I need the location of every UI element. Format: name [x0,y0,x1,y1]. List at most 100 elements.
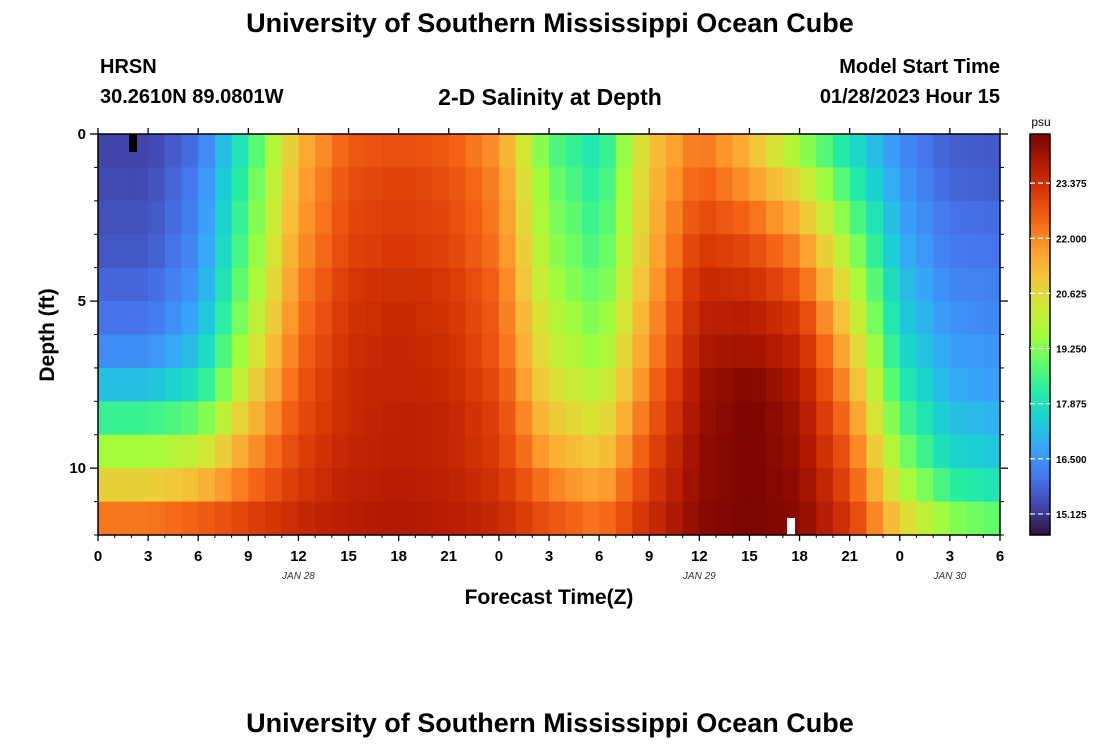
heatmap-cell [983,267,1000,302]
heatmap-cell [482,401,500,436]
heatmap-cell [281,134,300,169]
heatmap-cell [348,367,366,402]
x-axis: 0 3 6 9 12 15 18 21 0 3 6 9 12 15 18 21 0 3 6 [94,128,1004,565]
heatmap-cell [298,334,316,369]
heatmap-cell [849,434,867,469]
heatmap-cell [766,501,784,535]
date-label: JAN 29 [682,571,716,582]
heatmap-cell [148,134,166,169]
x-tick-label: 18 [390,548,407,565]
heatmap-cell [365,367,383,402]
heatmap-cell [582,200,600,235]
model-start-value: 01/28/2023 Hour 15 [819,86,1000,108]
colorbar-tick-label: 20.625 [1056,289,1087,300]
heatmap-cell [766,267,784,302]
heatmap-cell [699,167,717,202]
heatmap-cell [248,501,266,535]
heatmap-cell [883,134,901,169]
heatmap-cell [665,301,684,336]
heatmap-cell [381,301,400,336]
heatmap-cell [949,134,968,169]
heatmap-cell [716,367,734,402]
heatmap-cell [766,134,784,169]
heatmap-cell [933,267,951,302]
heatmap-cell [766,434,784,469]
heatmap-cell [582,468,600,503]
heatmap-cell [432,200,450,235]
heatmap-cell [465,434,483,469]
heatmap-cell [899,468,918,503]
heatmap-cell [398,234,416,269]
heatmap-cell [348,501,366,535]
heatmap-cell [448,334,467,369]
heatmap-cell [231,334,249,369]
heatmap-cell [131,367,149,402]
heatmap-cell [749,267,767,302]
heatmap-cell [599,468,617,503]
heatmap-cell [933,334,951,369]
heatmap-cell [348,401,366,436]
heatmap-cell [415,234,433,269]
heatmap-cell [398,301,416,336]
heatmap-cell [983,200,1000,235]
heatmap-cell [214,501,233,535]
heatmap-cell [816,367,834,402]
heatmap-cell [782,334,801,369]
heatmap-cell [465,301,483,336]
heatmap-cell [398,468,416,503]
heatmap-cell [432,134,450,169]
heatmap-cell [281,401,300,436]
heatmap-cell [398,401,416,436]
heatmap-cell [198,267,216,302]
heatmap-cell [582,267,600,302]
heatmap-cell [549,200,567,235]
heatmap-cell [298,434,316,469]
heatmap-cell [381,267,400,302]
heatmap-cell [582,367,600,402]
heatmap-cell [649,367,667,402]
heatmap-cell [799,468,817,503]
heatmap-cell [665,401,684,436]
heatmap-cell [381,468,400,503]
heatmap-cell [331,334,350,369]
heatmap-cell [365,401,383,436]
heatmap-cell [231,234,249,269]
heatmap-cell [983,301,1000,336]
heatmap-cell [916,301,934,336]
heatmap-cell [849,301,867,336]
heatmap-cell [148,234,166,269]
heatmap-cell [816,167,834,202]
heatmap-cell [832,200,851,235]
heatmap-cell [231,468,249,503]
heatmap-cell [866,267,884,302]
heatmap-cell [649,434,667,469]
heatmap-cell [565,468,583,503]
heatmap-cell [866,200,884,235]
chart-subtitle: 2-D Salinity at Depth [438,84,662,110]
heatmap-cell [432,334,450,369]
heatmap-cell [699,234,717,269]
heatmap-cell [482,334,500,369]
heatmap-cell [849,134,867,169]
x-tick-label: 12 [290,548,307,565]
heatmap-cell [682,267,700,302]
heatmap-cell [515,134,533,169]
heatmap-cell [966,367,984,402]
x-axis-label: Forecast Time(Z) [465,586,634,609]
heatmap-cell [933,434,951,469]
heatmap-cell [415,501,433,535]
heatmap-cell [716,434,734,469]
heatmap-cell [832,367,851,402]
heatmap-cell [582,134,600,169]
heatmap-cell [983,134,1000,169]
heatmap-cell [381,501,400,535]
heatmap-cell [632,167,650,202]
heatmap-cell [498,200,517,235]
heatmap-cell [448,401,467,436]
heatmap-cell [448,134,467,169]
heatmap-cell [599,167,617,202]
heatmap-cell [899,200,918,235]
heatmap-cell [549,501,567,535]
heatmap-cell [381,367,400,402]
heatmap-cell [949,401,968,436]
